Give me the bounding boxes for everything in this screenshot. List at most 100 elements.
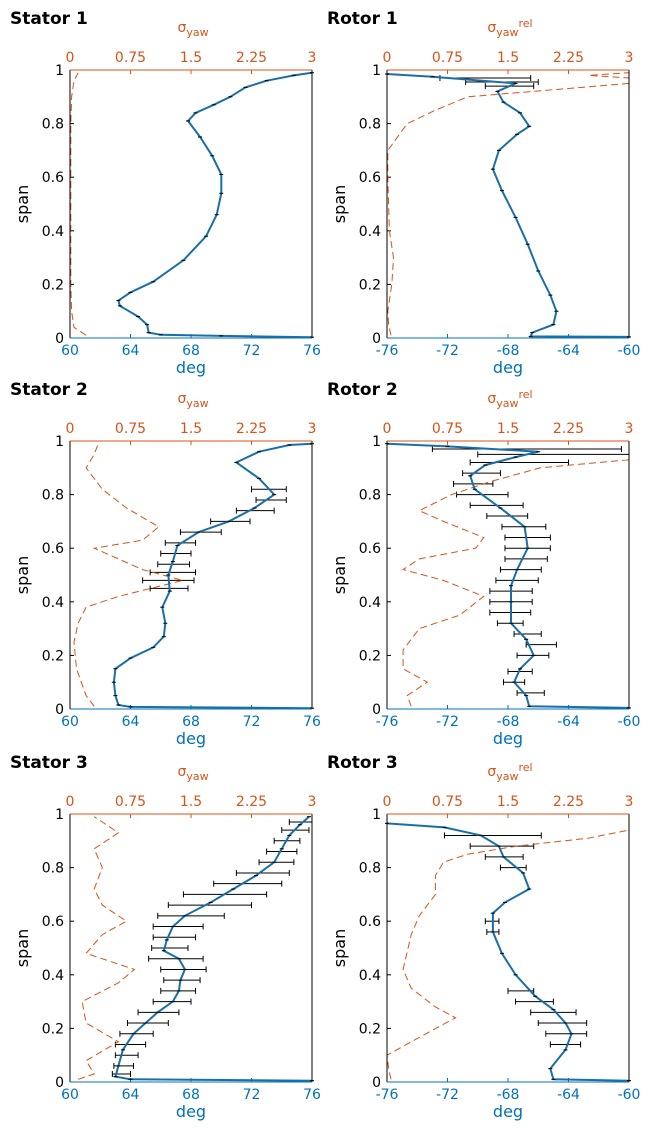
y-axis-label: span xyxy=(13,556,32,594)
error-bar xyxy=(525,641,557,648)
panel-title: Stator 1 xyxy=(10,9,88,29)
y-tick-label: 0.8 xyxy=(42,861,64,877)
top-tick-label: 1.5 xyxy=(497,50,519,66)
x-tick-label: 68 xyxy=(182,714,200,730)
top-tick-label: 3 xyxy=(308,794,317,810)
error-bar xyxy=(443,832,542,839)
top-tick-label: 0 xyxy=(383,421,392,437)
x-tick-label: -72 xyxy=(436,1087,459,1103)
sigma-superscript: rel xyxy=(519,761,533,774)
error-bar xyxy=(431,446,622,453)
sigma-subscript: yaw xyxy=(496,397,518,410)
top-tick-label: 0 xyxy=(66,50,75,66)
x-tick-label: 68 xyxy=(182,1087,200,1103)
error-bar xyxy=(235,507,275,514)
top-tick-label: 3 xyxy=(625,421,634,437)
error-bar xyxy=(499,566,542,573)
y-tick-label: 0.4 xyxy=(359,224,381,240)
x-tick-label: -64 xyxy=(557,1087,580,1103)
x-tick-label: -68 xyxy=(497,343,520,359)
top-tick-label: 2.25 xyxy=(236,50,267,66)
x-tick-label: -76 xyxy=(376,343,399,359)
x-tick-label: 60 xyxy=(61,343,79,359)
x-tick-label: -60 xyxy=(618,1087,641,1103)
y-tick-label: 0.6 xyxy=(42,170,64,186)
error-bar xyxy=(537,1020,588,1027)
top-tick-label: 0.75 xyxy=(115,50,146,66)
error-bar xyxy=(152,934,197,941)
x-tick-label: -60 xyxy=(618,714,641,730)
sigma-axis-label: σyaw xyxy=(177,764,208,783)
error-bar xyxy=(114,1052,139,1059)
sigma-subscript: yaw xyxy=(496,26,518,39)
y-axis-label: span xyxy=(330,929,349,967)
error-bar xyxy=(157,561,190,568)
mean-series-line xyxy=(114,815,313,1082)
sigma-symbol: σ xyxy=(487,20,496,36)
y-tick-label: 0 xyxy=(55,702,64,718)
x-tick-label: -76 xyxy=(376,714,399,730)
sigma-series-line xyxy=(77,816,136,1080)
y-tick-label: 0 xyxy=(372,1075,381,1091)
top-tick-label: 3 xyxy=(308,50,317,66)
top-tick-label: 0 xyxy=(66,421,75,437)
top-tick-label: 1.5 xyxy=(497,421,519,437)
y-tick-label: 0 xyxy=(372,331,381,347)
y-tick-label: 0.6 xyxy=(42,914,64,930)
panel-title: Stator 3 xyxy=(10,753,88,773)
sigma-subscript: yaw xyxy=(186,26,208,39)
x-tick-label: 72 xyxy=(243,714,261,730)
error-bar xyxy=(515,998,554,1005)
y-tick-label: 0.2 xyxy=(42,277,64,293)
top-tick-label: 2.25 xyxy=(553,421,584,437)
error-bar xyxy=(266,848,298,855)
error-bar xyxy=(167,902,252,909)
sigma-symbol: σ xyxy=(487,764,496,780)
y-axis-label: span xyxy=(330,556,349,594)
y-tick-label: 0.2 xyxy=(42,648,64,664)
error-bar xyxy=(114,1041,147,1048)
sigma-series-line xyxy=(70,72,87,336)
y-tick-label: 0.2 xyxy=(359,648,381,664)
error-bar xyxy=(477,451,630,458)
x-tick-label: -72 xyxy=(436,714,459,730)
sigma-subscript: yaw xyxy=(186,397,208,410)
sigma-series-line xyxy=(73,443,184,707)
error-bar xyxy=(126,1020,169,1027)
top-tick-label: 0.75 xyxy=(432,50,463,66)
y-axis-label: span xyxy=(330,185,349,223)
y-tick-label: 0 xyxy=(372,702,381,718)
x-tick-label: 68 xyxy=(182,343,200,359)
x-axis-label: deg xyxy=(176,1102,206,1121)
error-bar xyxy=(255,496,287,503)
x-tick-label: -64 xyxy=(557,343,580,359)
x-tick-label: 72 xyxy=(243,1087,261,1103)
top-tick-label: 1.5 xyxy=(180,50,202,66)
x-tick-label: 64 xyxy=(122,714,140,730)
sigma-series-line xyxy=(386,816,630,1080)
x-tick-label: -76 xyxy=(376,1087,399,1103)
panel-rotor-1: Rotor 1 σyawrel 0 0.75 1.5 2.25 3 -76 -72 -68 -64 -… xyxy=(327,9,640,377)
x-tick-label: 64 xyxy=(122,1087,140,1103)
error-bar xyxy=(549,1041,582,1048)
x-tick-label: -72 xyxy=(436,343,459,359)
mean-series-line xyxy=(386,442,630,709)
y-tick-label: 0.4 xyxy=(42,595,64,611)
error-bar xyxy=(148,955,204,962)
sigma-axis-label: σyawrel xyxy=(487,388,532,410)
sigma-superscript: rel xyxy=(519,17,533,30)
panel-title: Rotor 1 xyxy=(327,9,398,29)
error-bar xyxy=(545,1030,588,1037)
y-tick-label: 1 xyxy=(55,434,64,450)
sigma-subscript: yaw xyxy=(186,770,208,783)
x-tick-label: -64 xyxy=(557,714,580,730)
top-tick-label: 2.25 xyxy=(553,794,584,810)
error-bar xyxy=(213,880,283,887)
top-tick-label: 3 xyxy=(308,421,317,437)
y-tick-label: 0.8 xyxy=(42,117,64,133)
top-tick-label: 3 xyxy=(625,794,634,810)
top-tick-label: 3 xyxy=(625,50,634,66)
y-tick-label: 0 xyxy=(55,331,64,347)
sigma-superscript: rel xyxy=(519,388,533,401)
x-axis-label: deg xyxy=(493,1102,523,1121)
